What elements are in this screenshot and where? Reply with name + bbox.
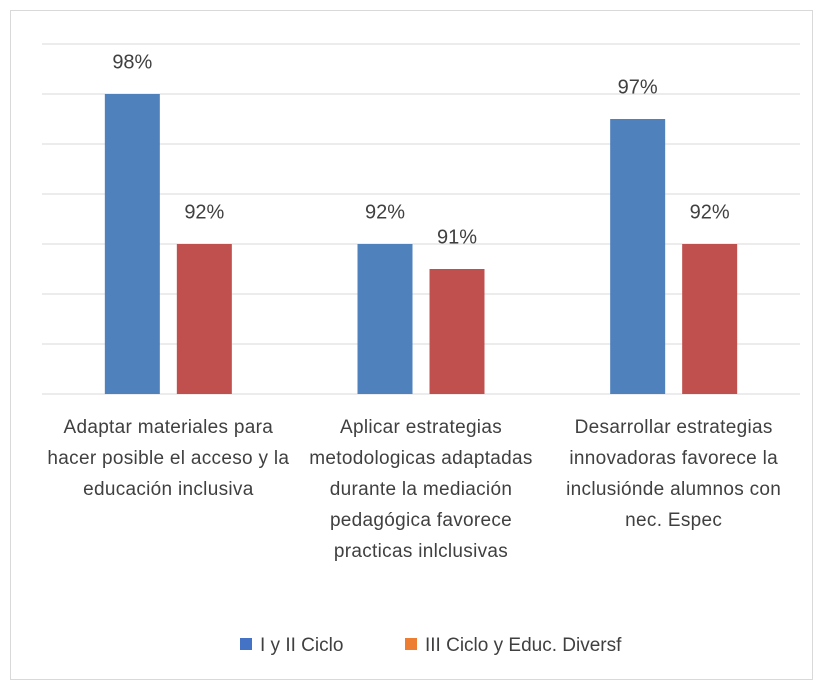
legend-label: III Ciclo y Educ. Diversf bbox=[425, 635, 622, 656]
data-label: 92% bbox=[690, 201, 730, 223]
data-label: 92% bbox=[365, 201, 405, 223]
bar bbox=[682, 244, 738, 394]
data-label: 98% bbox=[112, 51, 152, 73]
x-tick-label: Adaptar materiales para hacer posible el… bbox=[47, 417, 290, 500]
data-label: 97% bbox=[618, 76, 658, 98]
bar bbox=[429, 269, 485, 394]
x-tick-label: Desarrollar estrategias innovadoras favo… bbox=[566, 417, 782, 531]
bar bbox=[176, 244, 232, 394]
bar bbox=[610, 119, 666, 394]
legend-swatch bbox=[405, 638, 417, 650]
x-tick-label: Aplicar estrategias metodologicas adapta… bbox=[309, 417, 533, 562]
data-label: 91% bbox=[437, 226, 477, 248]
legend-label: I y II Ciclo bbox=[260, 635, 343, 656]
bar bbox=[104, 94, 160, 394]
legend-swatch bbox=[240, 638, 252, 650]
bar bbox=[357, 244, 413, 394]
data-label: 92% bbox=[184, 201, 224, 223]
